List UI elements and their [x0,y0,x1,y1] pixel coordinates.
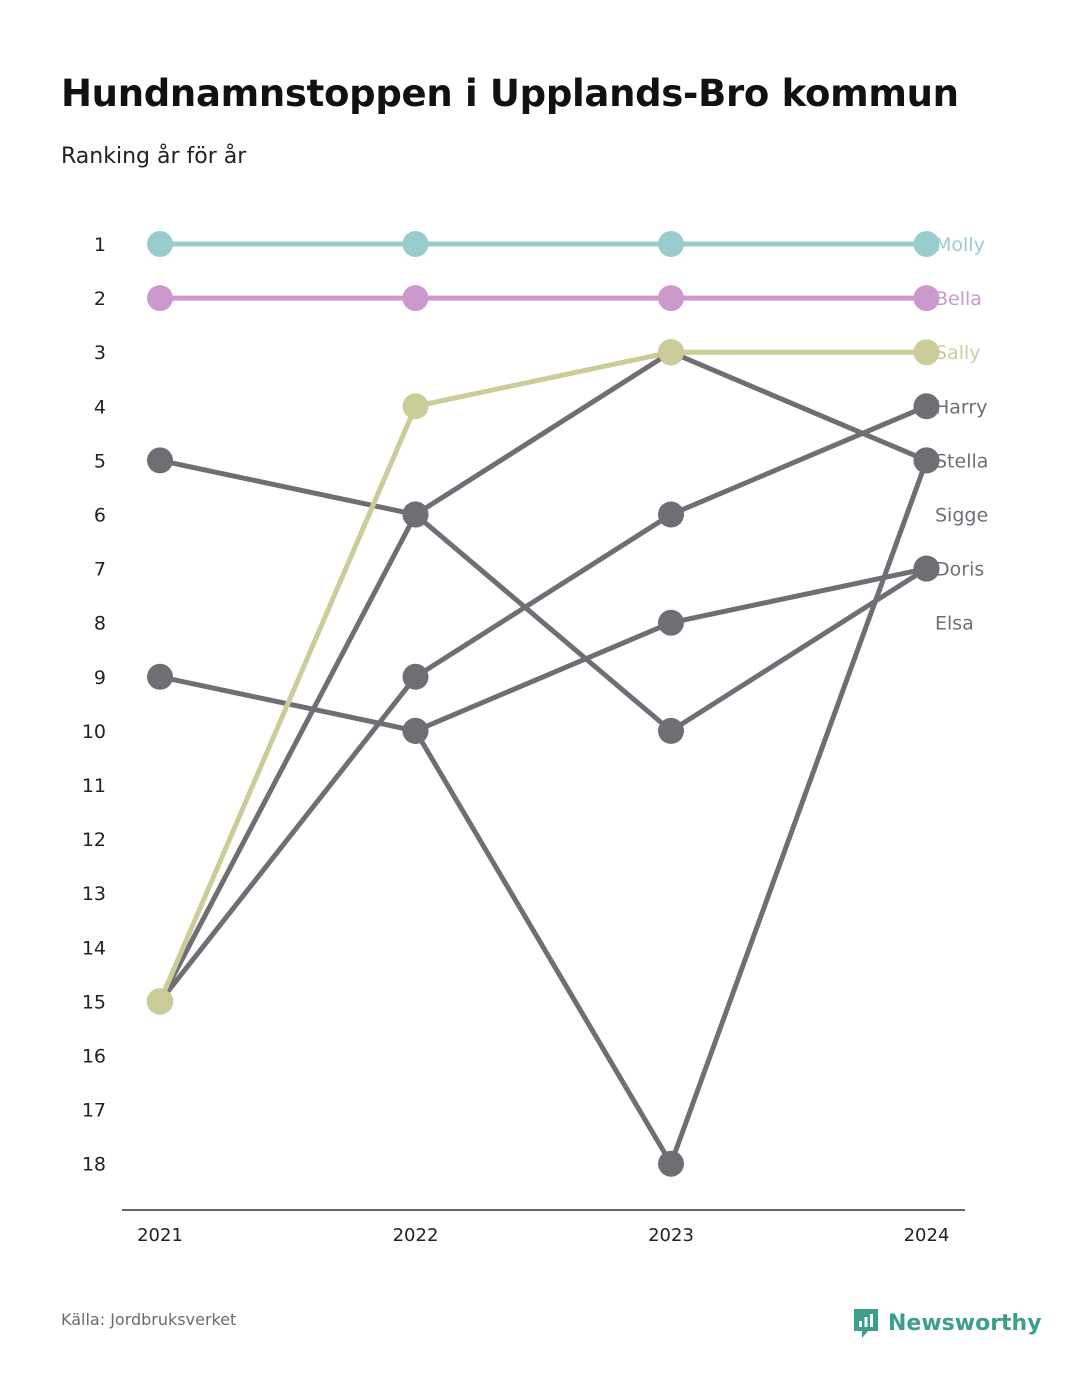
x-tick-label: 2023 [648,1225,694,1246]
y-tick-label: 5 [94,450,106,472]
series-point-molly [658,231,684,257]
end-labels: Molly Bella Sally Harry Stella Sigge Doris Elsa [935,234,988,635]
series-group-grey [147,339,940,1177]
y-tick-label: 1 [94,234,106,256]
y-tick-label: 17 [82,1100,106,1122]
series-molly [147,231,940,257]
series-point-sigge [402,717,429,744]
series-line-sally [157,349,929,1004]
y-tick-label: 12 [82,829,106,851]
y-tick-label: 2 [94,288,106,310]
y-tick-label: 14 [82,937,106,959]
series-point-bella [658,285,684,312]
y-tick-label: 6 [94,505,106,527]
series-line-stella [157,349,929,1004]
series-point-harry [658,717,684,744]
series-bella [147,285,940,312]
series-sigge [402,447,940,1177]
series-point-bella [913,285,940,312]
series-sally [147,339,940,1015]
series-point-sally [658,339,684,366]
y-tick-label: 7 [94,559,106,581]
series-doris [147,555,940,744]
series-point-sigge [658,1150,684,1177]
x-tick-label: 2024 [904,1225,950,1246]
series-line-harry [157,457,929,734]
series-line-elsa [157,403,929,1004]
series-point-sally [147,988,173,1015]
y-tick-label: 9 [94,667,106,689]
series-line-sigge [413,457,929,1167]
end-label-sigge: Sigge [935,505,988,527]
y-tick-label: 10 [82,721,106,743]
end-label-stella: Stella [935,450,988,472]
end-label-molly: Molly [935,234,985,256]
x-tick-label: 2021 [137,1225,183,1246]
end-label-harry: Harry [935,396,987,418]
newsworthy-logo-icon [854,1309,878,1338]
source-note: Källa: Jordbruksverket [61,1310,237,1329]
x-tick-label: 2022 [393,1225,439,1246]
series-point-molly [147,231,173,257]
series-point-molly [913,231,940,257]
x-axis-ticks: 2021 2022 2023 2024 [137,1225,949,1246]
end-label-bella: Bella [935,288,982,310]
y-tick-label: 8 [94,613,106,635]
y-tick-label: 4 [94,396,106,418]
series-elsa [147,393,940,1015]
y-tick-label: 15 [82,991,106,1013]
series-group-highlight [147,231,940,1015]
end-label-doris: Doris [935,559,984,581]
series-point-elsa [402,663,429,690]
series-point-sally [402,393,429,420]
series-point-sigge [913,447,940,474]
series-point-harry [913,555,940,582]
series-point-doris [147,663,173,690]
end-label-elsa: Elsa [935,613,974,635]
series-point-elsa [913,393,940,420]
series-point-doris [658,609,684,636]
series-point-molly [402,231,429,257]
y-tick-label: 18 [82,1154,106,1176]
series-point-harry [147,447,173,474]
series-point-bella [147,285,173,312]
y-tick-label: 3 [94,342,106,364]
brand-logo: Newsworthy [852,1305,1042,1341]
series-point-bella [402,285,429,312]
series-point-stella [402,501,429,528]
brand-name: Newsworthy [888,1310,1042,1336]
y-tick-label: 16 [82,1046,106,1068]
chart-subtitle: Ranking år för år [61,144,247,169]
series-point-sally [913,339,940,366]
y-tick-label: 13 [82,883,106,905]
series-point-elsa [658,501,684,528]
chart-title: Hundnamnstoppen i Upplands-Bro kommun [61,72,959,115]
end-label-sally: Sally [935,342,981,364]
y-tick-label: 11 [82,775,106,797]
